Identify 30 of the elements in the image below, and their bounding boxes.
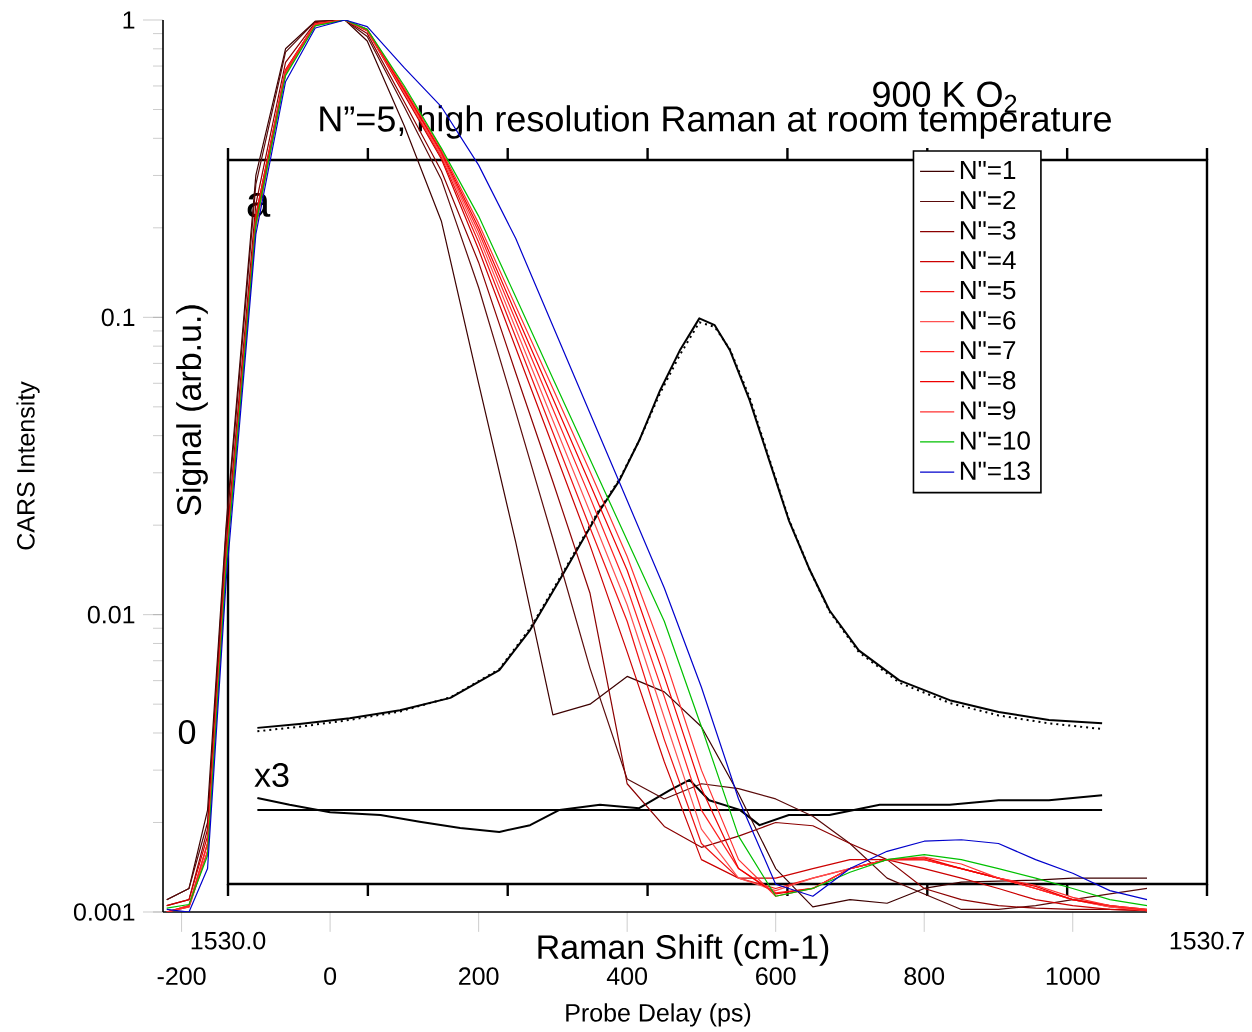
y-tick-label: 0.001 — [73, 903, 135, 921]
legend-label: N"=2 — [960, 190, 1016, 210]
legend-label: N"=6 — [960, 310, 1016, 330]
annotation: 0 — [178, 719, 196, 745]
legend-label: N"=3 — [960, 221, 1016, 240]
x-tick-label: -200 — [157, 967, 206, 986]
x-tick-label: 1530.0 — [191, 931, 266, 950]
x-tick-label: 800 — [904, 967, 945, 986]
x-tick-label: 400 — [606, 967, 648, 986]
legend-label: N"=5 — [960, 281, 1016, 300]
annotation: x3 — [254, 762, 289, 788]
y-tick-label: 1 — [123, 11, 135, 29]
x-axis-title: Raman Shift (cm-1) — [538, 934, 829, 966]
x-tick-label: 200 — [459, 967, 499, 986]
legend-label: N"=10 — [960, 431, 1030, 450]
x-tick-label: 1530.7 — [1170, 931, 1244, 950]
legend-label: N"=8 — [960, 371, 1016, 390]
x-tick-label: 1000 — [1046, 967, 1100, 986]
x-axis-title: Probe Delay (ps) — [566, 1003, 751, 1027]
legend-label: N"=13 — [960, 461, 1030, 480]
x-tick-label: 600 — [756, 967, 796, 986]
legend-label: N"=9 — [960, 401, 1016, 420]
legend-label: N"=1 — [960, 161, 1016, 179]
y-axis-title: CARS Intensity — [16, 381, 40, 550]
y-tick-label: 0.01 — [87, 605, 135, 624]
y-axis-title: Signal (arb.u.) — [176, 305, 208, 516]
legend-label: N"=4 — [960, 251, 1016, 270]
legend-label: N"=7 — [960, 341, 1016, 360]
y-tick-label: 0.1 — [101, 308, 135, 327]
x-tick-label: 0 — [324, 967, 337, 986]
